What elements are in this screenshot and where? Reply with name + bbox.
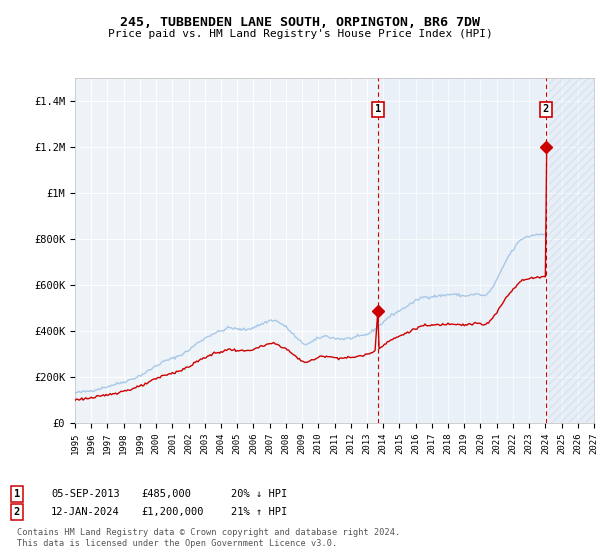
Text: 1: 1 <box>14 489 20 499</box>
Text: 12-JAN-2024: 12-JAN-2024 <box>51 507 120 517</box>
Text: 21% ↑ HPI: 21% ↑ HPI <box>231 507 287 517</box>
Bar <box>550 78 594 423</box>
Bar <box>550 78 594 423</box>
Text: Price paid vs. HM Land Registry's House Price Index (HPI): Price paid vs. HM Land Registry's House … <box>107 29 493 39</box>
Text: £1,200,000: £1,200,000 <box>141 507 203 517</box>
Text: 05-SEP-2013: 05-SEP-2013 <box>51 489 120 499</box>
Bar <box>378 78 550 423</box>
Text: 2: 2 <box>543 104 549 114</box>
Text: 1: 1 <box>374 104 381 114</box>
Text: 20% ↓ HPI: 20% ↓ HPI <box>231 489 287 499</box>
Text: 245, TUBBENDEN LANE SOUTH, ORPINGTON, BR6 7DW: 245, TUBBENDEN LANE SOUTH, ORPINGTON, BR… <box>120 16 480 29</box>
Text: Contains HM Land Registry data © Crown copyright and database right 2024.
This d: Contains HM Land Registry data © Crown c… <box>17 528 400 548</box>
Text: 2: 2 <box>14 507 20 517</box>
Text: £485,000: £485,000 <box>141 489 191 499</box>
